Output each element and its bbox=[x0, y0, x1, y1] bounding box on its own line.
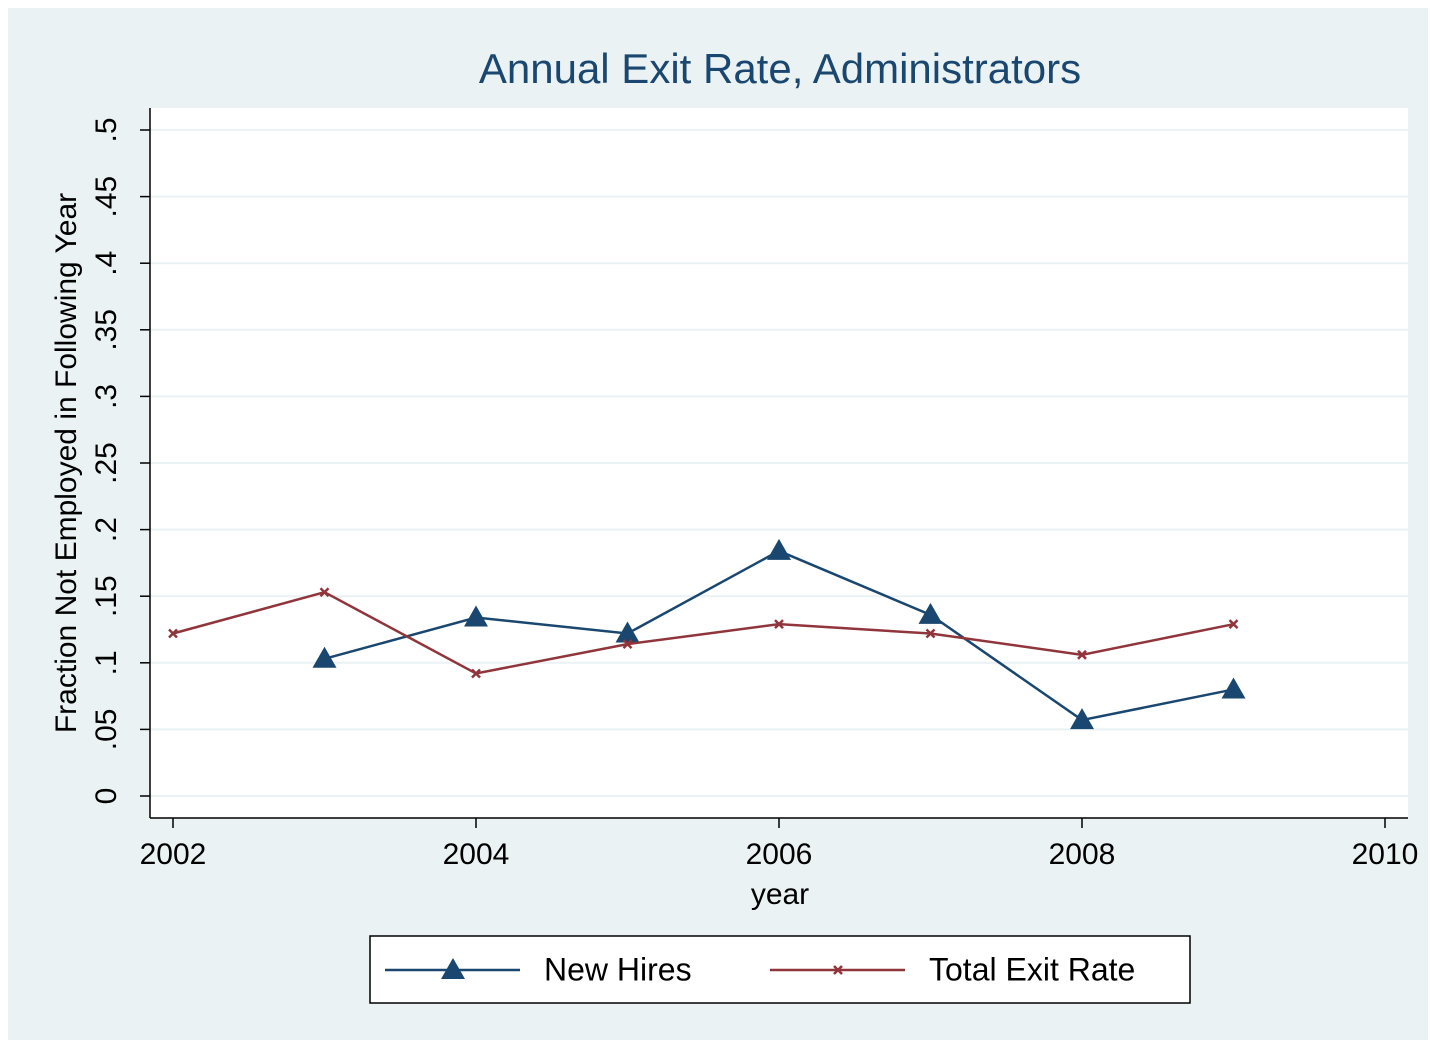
y-tick-label: .1 bbox=[90, 650, 123, 675]
legend-label: Total Exit Rate bbox=[929, 951, 1135, 987]
x-tick-label: 2004 bbox=[443, 838, 510, 871]
x-tick-label: 2010 bbox=[1352, 838, 1419, 871]
marker bbox=[1070, 708, 1094, 730]
y-tick-label: .05 bbox=[90, 709, 123, 751]
y-tick-label: .45 bbox=[90, 176, 123, 218]
marker bbox=[615, 621, 640, 643]
marker bbox=[312, 646, 337, 668]
y-axis-title: Fraction Not Employed in Following Year bbox=[50, 193, 83, 733]
marker bbox=[925, 628, 936, 639]
y-tick-label: .4 bbox=[90, 251, 123, 276]
marker bbox=[833, 965, 843, 975]
y-tick-label: 0 bbox=[90, 788, 123, 805]
y-tick-label: .3 bbox=[90, 384, 123, 409]
x-axis-title: year bbox=[751, 878, 809, 911]
marker bbox=[441, 958, 465, 979]
marker bbox=[1228, 619, 1239, 630]
marker bbox=[464, 605, 488, 627]
chart-title: Annual Exit Rate, Administrators bbox=[479, 45, 1081, 92]
marker bbox=[168, 628, 178, 639]
series-line bbox=[172, 590, 1234, 675]
marker bbox=[774, 619, 784, 630]
y-tick-label: .15 bbox=[90, 575, 123, 617]
y-tick-label: .2 bbox=[90, 517, 123, 542]
y-tick-label: .5 bbox=[90, 117, 123, 142]
marker bbox=[471, 668, 481, 679]
y-tick-label: .25 bbox=[90, 442, 123, 484]
x-tick-label: 2008 bbox=[1049, 838, 1116, 871]
x-tick-label: 2006 bbox=[746, 838, 813, 871]
marker bbox=[622, 639, 633, 650]
marker bbox=[767, 538, 791, 560]
marker bbox=[1221, 677, 1246, 699]
y-tick-label: .35 bbox=[90, 309, 123, 351]
marker bbox=[918, 602, 943, 624]
marker bbox=[1077, 649, 1087, 660]
marker bbox=[319, 587, 330, 598]
legend-label: New Hires bbox=[544, 951, 692, 987]
x-tick-label: 2002 bbox=[140, 838, 207, 871]
